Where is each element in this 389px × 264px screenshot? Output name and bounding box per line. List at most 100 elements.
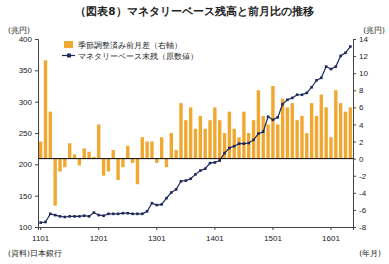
tick: 100 [19, 223, 38, 232]
tick-mark [353, 73, 356, 74]
bar [131, 159, 134, 163]
legend-label: マネタリーベース末残（原数値） [78, 52, 198, 61]
x-axis-title: (年月) [359, 249, 381, 258]
marker [170, 191, 173, 194]
bar [194, 129, 197, 159]
tick-mark [35, 70, 38, 71]
tick: 14 [353, 35, 368, 44]
tick-mark [35, 133, 38, 134]
tick-mark [353, 56, 356, 57]
bar [349, 107, 352, 158]
plot: 100150200250300350400-8-6-4-202468101214… [19, 35, 369, 243]
chart: （図表8）マネタリーベース残高と前月比の推移100150200250300350… [0, 0, 389, 264]
bar [78, 159, 81, 166]
marker [214, 161, 217, 164]
y2-axis: -8-6-4-202468101214 [353, 35, 368, 232]
tick: 350 [19, 66, 38, 75]
bar [165, 159, 168, 168]
tick-label: -4 [359, 189, 367, 198]
tick-label: 200 [19, 160, 33, 169]
tick: -2 [353, 172, 367, 181]
tick: 6 [353, 103, 364, 112]
bar [310, 103, 313, 159]
zero-line [38, 158, 353, 159]
legend-marker [67, 54, 71, 58]
tick: 1601 [322, 227, 340, 243]
tick-mark [35, 196, 38, 197]
bar [141, 137, 144, 158]
tick-label: 6 [359, 103, 364, 112]
marker [141, 213, 144, 216]
bar [237, 137, 240, 158]
line [41, 47, 351, 223]
marker [320, 77, 323, 80]
marker [151, 202, 154, 205]
tick-mark [214, 227, 215, 230]
tick-mark [272, 227, 273, 230]
marker [83, 214, 86, 217]
bar [68, 143, 71, 158]
marker [88, 215, 91, 218]
bar [116, 159, 119, 180]
bar [305, 133, 308, 159]
marker [185, 179, 188, 182]
source: (資料)日本銀行 [8, 249, 62, 258]
bar [179, 103, 182, 159]
bar [257, 90, 260, 158]
marker [310, 86, 313, 89]
bar [286, 107, 289, 158]
bar [126, 146, 129, 159]
tick-label: 300 [19, 98, 33, 107]
marker [49, 213, 52, 216]
marker [112, 213, 115, 216]
marker [223, 152, 226, 155]
y-axis-title: (兆円) [8, 26, 30, 35]
tick: 10 [353, 69, 368, 78]
bar [271, 86, 274, 159]
bar [174, 150, 177, 159]
tick-label: 12 [359, 52, 368, 61]
tick-label: 10 [359, 69, 368, 78]
tick: 1501 [264, 227, 282, 243]
tick-label: 4 [359, 121, 364, 130]
tick: -6 [353, 206, 367, 215]
bar [102, 159, 105, 176]
marker [228, 147, 231, 150]
bar [324, 107, 327, 158]
marker [54, 214, 57, 217]
marker [131, 213, 134, 216]
marker [325, 65, 328, 68]
legend-label: 季節調整済み前月差（右軸） [78, 41, 182, 50]
marker [335, 65, 338, 68]
marker [126, 212, 129, 215]
bar [87, 152, 90, 159]
bar [83, 148, 86, 158]
marker [247, 142, 250, 145]
tick-label: 350 [19, 66, 33, 75]
bar [295, 120, 298, 158]
bar [208, 120, 211, 158]
tick-mark [98, 227, 99, 230]
marker [73, 215, 76, 218]
marker [291, 97, 294, 100]
bar [247, 133, 250, 159]
bar [315, 116, 318, 159]
legend: 季節調整済み前月差（右軸） マネタリーベース末残（原数値） [62, 41, 198, 61]
marker [175, 188, 178, 191]
marker [349, 45, 352, 48]
marker [44, 221, 47, 224]
bar [170, 133, 173, 159]
marker [39, 221, 42, 224]
tick-label: 150 [19, 192, 33, 201]
tick-label: -8 [359, 223, 367, 232]
bar [184, 120, 187, 158]
bar [39, 142, 42, 159]
marker [243, 142, 246, 145]
tick-mark [35, 227, 38, 228]
marker [204, 167, 207, 170]
bar [136, 159, 139, 185]
bar [233, 129, 236, 159]
bar [228, 112, 231, 159]
bar [73, 154, 76, 158]
legend-item: マネタリーベース末残（原数値） [62, 52, 198, 61]
